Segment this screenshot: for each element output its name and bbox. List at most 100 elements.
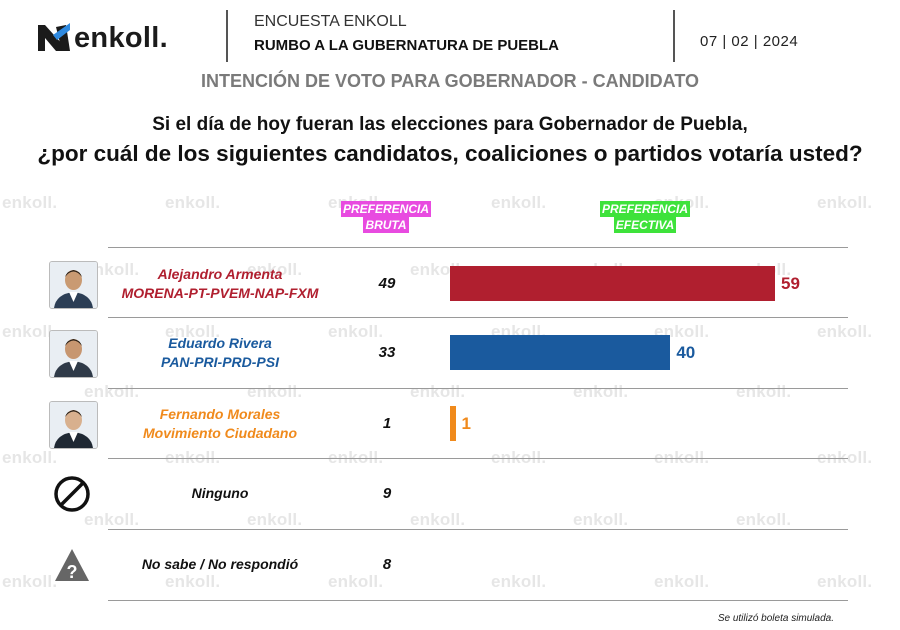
brand-logo: enkoll.: [36, 18, 168, 58]
option-party: MORENA-PT-PVEM-NAP-FXM: [121, 285, 319, 301]
efectiva-bar: [450, 266, 775, 301]
efectiva-bar: [450, 406, 456, 441]
bruta-value: 9: [382, 485, 392, 502]
bruta-value: 49: [378, 275, 396, 292]
efectiva-value-label: 1: [461, 414, 471, 433]
watermark-logo: enkoll.: [165, 193, 220, 213]
watermark-logo: enkoll.: [736, 510, 791, 530]
watermark-text: enkoll.: [84, 510, 140, 529]
watermark-text: enkoll.: [2, 448, 58, 467]
watermark-logo: enkoll.: [817, 193, 872, 213]
watermark-logo: enkoll.: [2, 572, 57, 592]
efectiva-value-label: 59: [781, 274, 800, 293]
question-line-2: ¿por cuál de los siguientes candidatos, …: [37, 141, 863, 166]
candidate-photo: [49, 330, 98, 378]
watermark-text: enkoll.: [165, 193, 221, 212]
watermark-logo: enkoll.: [410, 382, 465, 402]
survey-name: ENCUESTA ENKOLL: [254, 13, 407, 30]
option-label: Alejandro Armenta MORENA-PT-PVEM-NAP-FXM: [110, 265, 330, 303]
watermark-text: enkoll.: [491, 572, 547, 591]
section-title: INTENCIÓN DE VOTO PARA GOBERNADOR - CAND…: [200, 71, 699, 91]
watermark-text: enkoll.: [817, 572, 873, 591]
header-divider: [226, 10, 228, 62]
watermark-text: enkoll.: [247, 510, 303, 529]
watermark-logo: enkoll.: [328, 572, 383, 592]
watermark-text: enkoll.: [654, 572, 710, 591]
watermark-text: enkoll.: [328, 572, 384, 591]
watermark-text: enkoll.: [2, 572, 58, 591]
watermark-logo: enkoll.: [84, 382, 139, 402]
watermark-text: enkoll.: [247, 382, 303, 401]
watermark-text: enkoll.: [817, 193, 873, 212]
watermark-text: enkoll.: [736, 510, 792, 529]
enkoll-logo-icon: [38, 23, 70, 51]
option-name: Alejandro Armenta: [157, 266, 283, 282]
watermark-logo: enkoll.: [2, 448, 57, 468]
prohibited-icon: [52, 474, 92, 519]
watermark-logo: enkoll.: [165, 572, 220, 592]
row-divider: [108, 600, 848, 601]
option-party: Movimiento Ciudadano: [143, 425, 297, 441]
column-header-efectiva-line-1: PREFERENCIA: [599, 201, 690, 217]
svg-text:?: ?: [67, 562, 78, 582]
watermark-logo: enkoll.: [573, 382, 628, 402]
row-divider: [108, 317, 848, 318]
watermark-logo: enkoll.: [491, 193, 546, 213]
column-header-efectiva: PREFERENCIA EFECTIVA: [595, 201, 695, 233]
watermark-logo: enkoll.: [410, 510, 465, 530]
header: enkoll. ENCUESTA ENKOLL RUMBO A LA GUBER…: [0, 0, 900, 70]
option-name: Ninguno: [191, 485, 249, 501]
watermark-logo: enkoll.: [247, 510, 302, 530]
question-line-1: Si el día de hoy fueran las elecciones p…: [152, 114, 748, 135]
efectiva-value-label: 40: [676, 343, 696, 362]
watermark-text: enkoll.: [573, 382, 629, 401]
brand-name: enkoll.: [74, 21, 168, 54]
watermark-text: enkoll.: [410, 382, 466, 401]
bruta-value: 1: [382, 415, 392, 432]
watermark-logo: enkoll.: [491, 572, 546, 592]
column-header-efectiva-line-2: EFECTIVA: [613, 217, 677, 233]
header-divider: [673, 10, 675, 62]
watermark-logo: enkoll.: [573, 510, 628, 530]
watermark-text: enkoll.: [328, 322, 384, 341]
option-party: PAN-PRI-PRD-PSI: [161, 354, 279, 370]
candidate-photo: [49, 401, 98, 449]
watermark-logo: enkoll.: [84, 510, 139, 530]
option-name: No sabe / No respondió: [141, 556, 299, 572]
column-header-bruta: PREFERENCIA BRUTA: [336, 201, 436, 233]
option-label: Fernando Morales Movimiento Ciudadano: [110, 405, 330, 443]
row-divider: [108, 458, 848, 459]
watermark-text: enkoll.: [165, 572, 221, 591]
candidate-photo: [49, 261, 98, 309]
option-label: No sabe / No respondió: [110, 555, 330, 574]
watermark-text: enkoll.: [817, 322, 873, 341]
option-label: Eduardo Rivera PAN-PRI-PRD-PSI: [110, 334, 330, 372]
watermark-logo: enkoll.: [247, 382, 302, 402]
watermark-text: enkoll.: [2, 193, 58, 212]
bruta-value: 8: [382, 556, 392, 573]
efectiva-bar: [450, 335, 671, 370]
footnote: Se utilizó boleta simulada.: [717, 613, 834, 624]
option-label: Ninguno: [110, 484, 330, 503]
row-divider: [108, 529, 848, 530]
column-header-bruta-line-2: BRUTA: [363, 217, 409, 233]
survey-date: 07 | 02 | 2024: [700, 33, 799, 50]
watermark-logo: enkoll.: [654, 572, 709, 592]
option-name: Fernando Morales: [159, 406, 281, 422]
question-triangle-icon: ?: [53, 547, 91, 588]
watermark-text: enkoll.: [736, 382, 792, 401]
row-divider: [108, 388, 848, 389]
watermark-text: enkoll.: [84, 382, 140, 401]
survey-subtitle: RUMBO A LA GUBERNATURA DE PUEBLA: [254, 37, 559, 54]
column-header-bruta-line-1: PREFERENCIA: [340, 201, 431, 217]
watermark-text: enkoll.: [491, 193, 547, 212]
row-divider: [108, 247, 848, 248]
watermark-text: enkoll.: [573, 510, 629, 529]
watermark-text: enkoll.: [410, 510, 466, 529]
bruta-value: 33: [378, 344, 396, 361]
watermark-logo: enkoll.: [328, 322, 383, 342]
watermark-logo: enkoll.: [817, 572, 872, 592]
watermark-logo: enkoll.: [2, 193, 57, 213]
watermark-logo: enkoll.: [736, 382, 791, 402]
